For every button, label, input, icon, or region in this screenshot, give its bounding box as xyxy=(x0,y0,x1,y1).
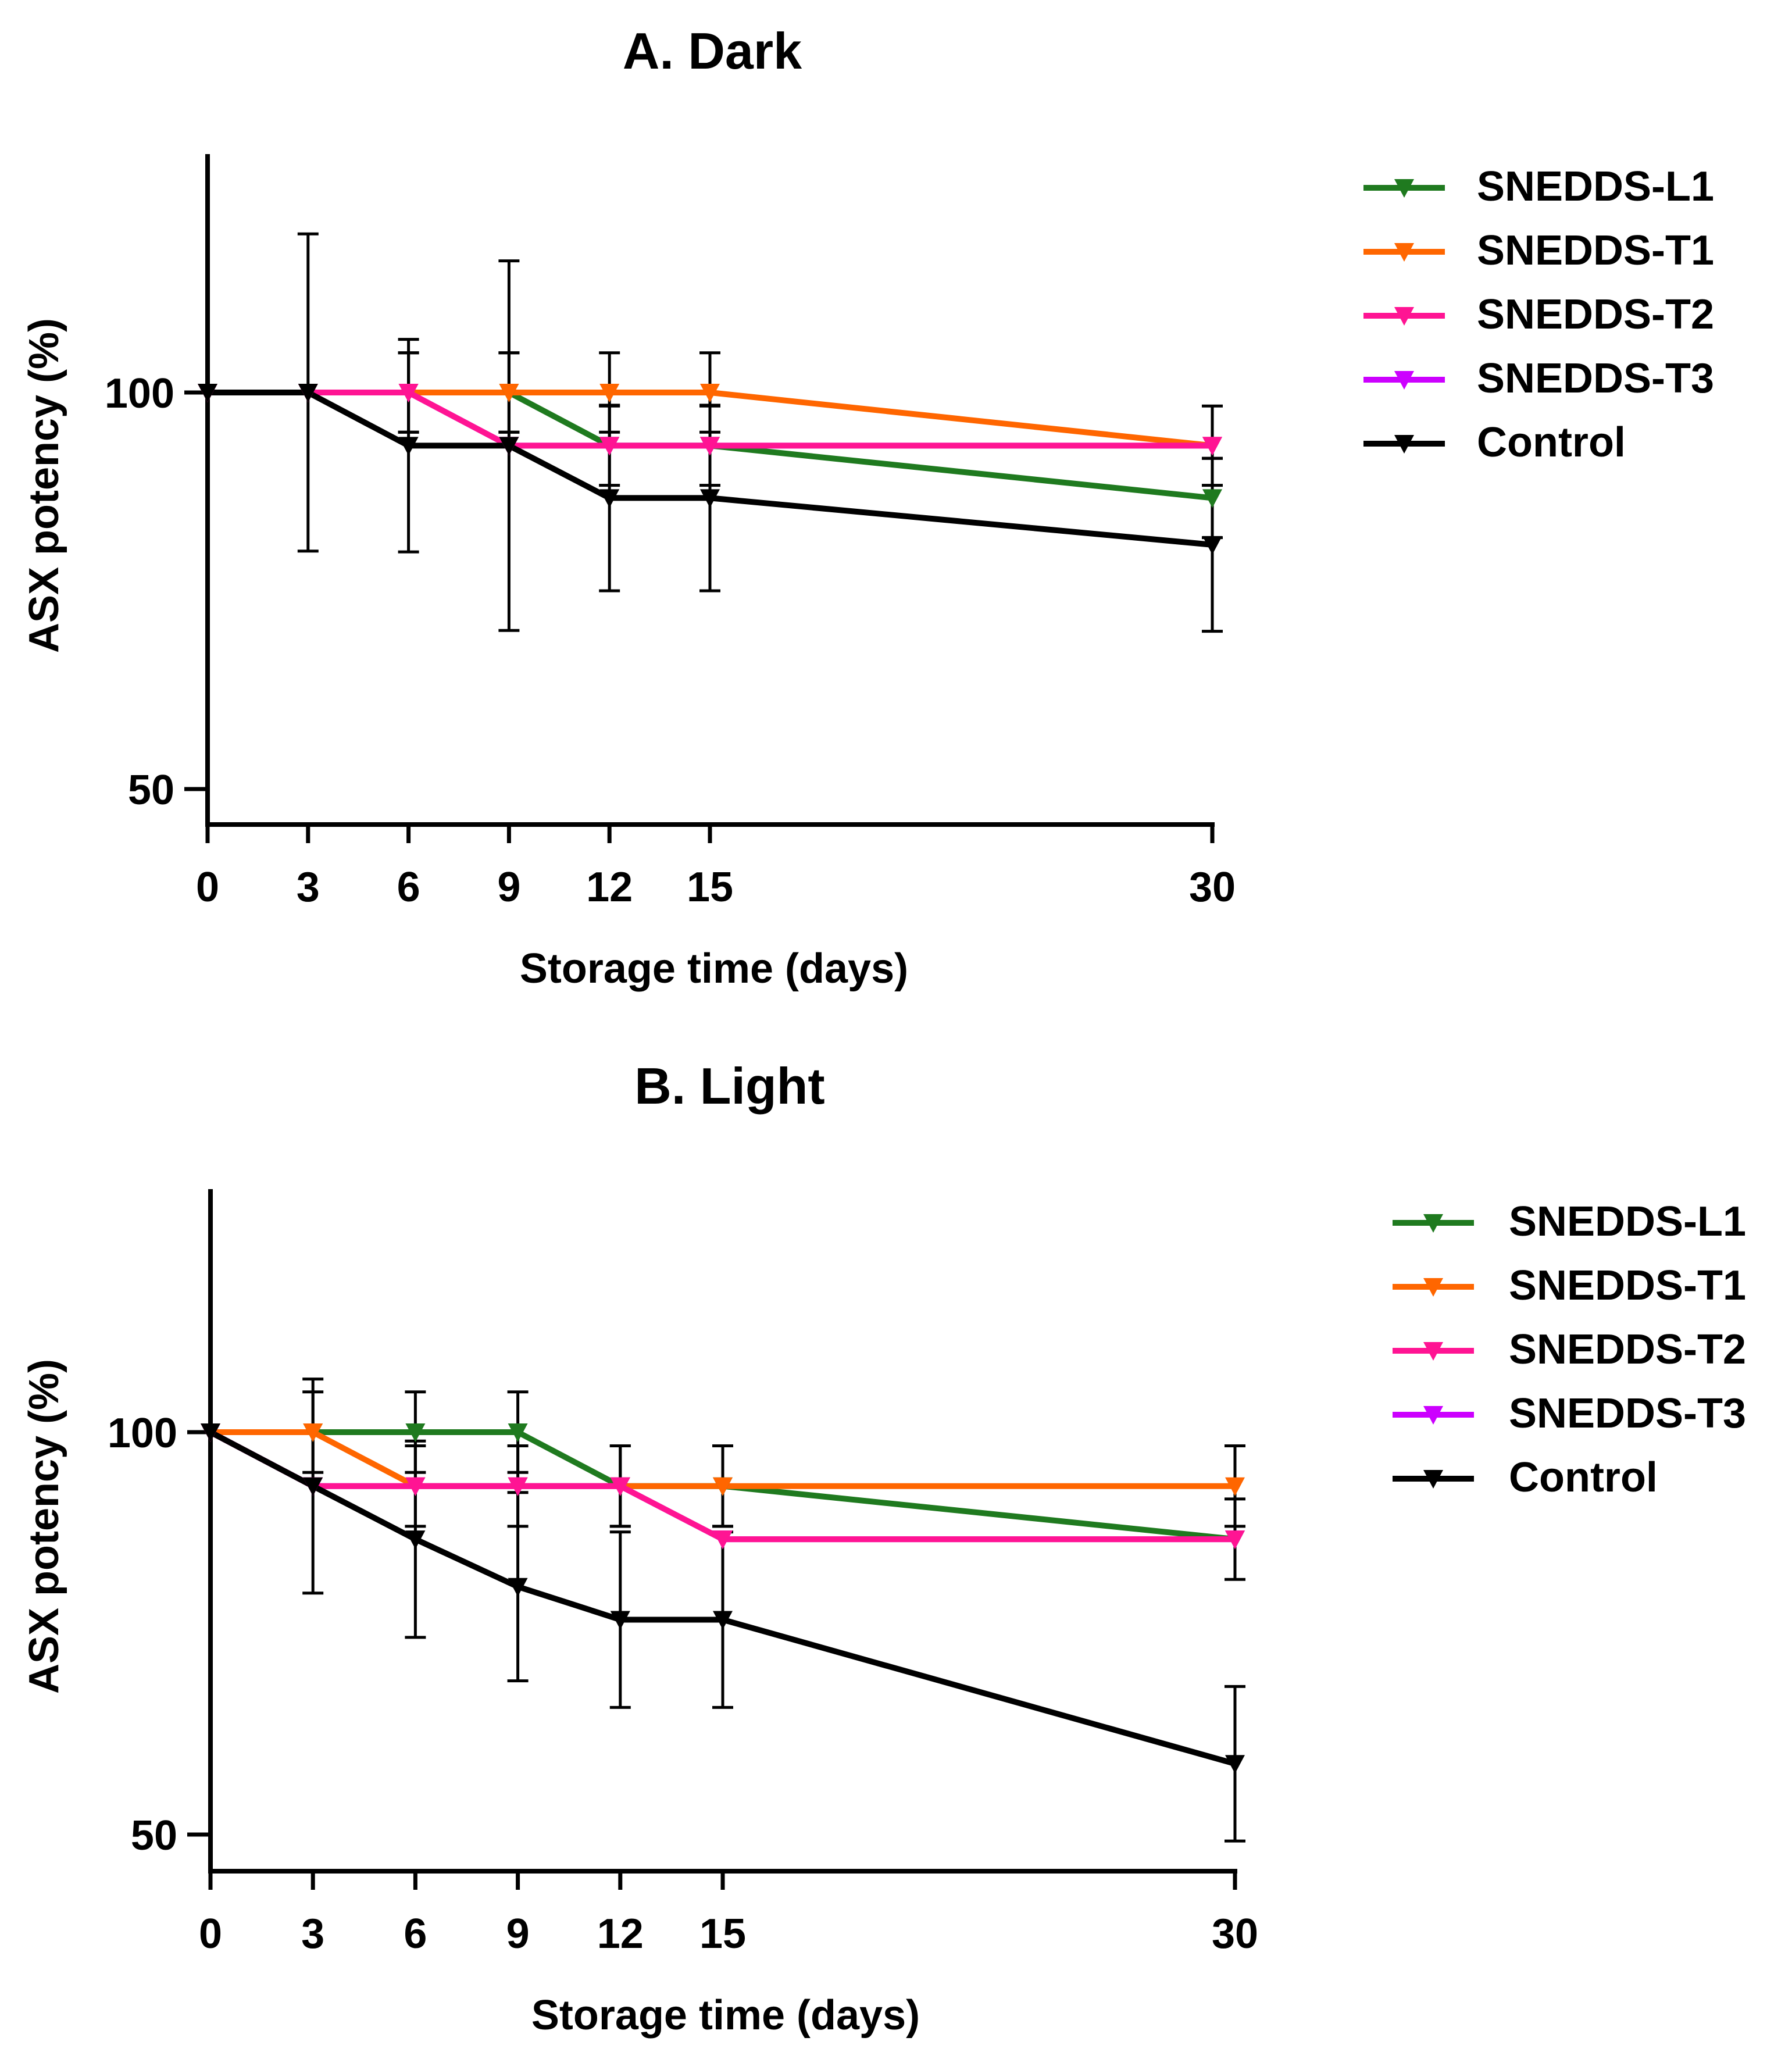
y-axis-label: ASX potency (%) xyxy=(21,1359,67,1694)
y-axis-label: ASX potency (%) xyxy=(21,318,67,653)
series-markers xyxy=(201,1423,1245,1774)
legend-label: SNEDDS-L1 xyxy=(1477,163,1714,210)
data-point xyxy=(405,1423,426,1442)
panel-light: B. Light ASX potency (%) Storage time (d… xyxy=(21,1057,1746,2039)
data-point xyxy=(610,1477,630,1496)
x-tick-label: 3 xyxy=(297,864,320,911)
x-tick-label: 9 xyxy=(506,1911,530,1957)
data-point xyxy=(508,1578,528,1597)
legend-label: SNEDDS-T1 xyxy=(1509,1262,1746,1309)
x-tick-label: 12 xyxy=(586,864,633,911)
y-tick-label: 100 xyxy=(108,1410,177,1457)
data-point xyxy=(1202,536,1222,555)
data-point xyxy=(610,1611,630,1630)
x-axis-label: Storage time (days) xyxy=(531,1992,920,2039)
data-point xyxy=(700,437,720,456)
data-point xyxy=(1202,437,1222,456)
data-point xyxy=(713,1530,733,1550)
data-point xyxy=(599,384,620,402)
legend: SNEDDS-L1 SNEDDS-T1 SNEDDS-T2 SNEDDS-T3 Cont… xyxy=(1393,1198,1746,1501)
chart-title: B. Light xyxy=(634,1057,824,1115)
data-point xyxy=(508,1477,528,1496)
legend-label: SNEDDS-T3 xyxy=(1509,1390,1746,1437)
y-tick-label: 50 xyxy=(131,1812,177,1859)
x-tick-label: 30 xyxy=(1212,1911,1258,1957)
data-point xyxy=(398,384,419,402)
data-point xyxy=(508,1423,528,1442)
axes: 0 3 6 9 12 15 30 50 100 xyxy=(108,1189,1258,1957)
legend-label: SNEDDS-T2 xyxy=(1509,1326,1746,1373)
x-tick-label: 15 xyxy=(687,864,733,911)
panel-dark: A. Dark ASX potency (%) Storage time (da… xyxy=(21,22,1714,992)
x-tick-label: 15 xyxy=(699,1911,746,1957)
data-point xyxy=(700,384,720,402)
data-point xyxy=(713,1611,733,1630)
data-point xyxy=(303,1423,323,1442)
x-tick-label: 12 xyxy=(597,1911,644,1957)
axes: 0 3 6 9 12 15 30 50 100 xyxy=(105,154,1236,911)
data-point xyxy=(499,384,519,402)
x-tick-label: 9 xyxy=(497,864,520,911)
y-tick-label: 50 xyxy=(128,767,174,813)
legend: SNEDDS-L1 SNEDDS-T1 SNEDDS-T2 SNEDDS-T3 Cont… xyxy=(1363,163,1714,466)
x-tick-label: 3 xyxy=(301,1911,324,1957)
legend-marker xyxy=(1423,1214,1443,1233)
data-point xyxy=(713,1477,733,1496)
data-point xyxy=(303,1477,323,1496)
x-axis-label: Storage time (days) xyxy=(520,945,908,992)
legend-marker xyxy=(1394,307,1414,326)
x-tick-label: 30 xyxy=(1189,864,1236,911)
legend-marker xyxy=(1423,1470,1443,1489)
series-markers xyxy=(198,384,1222,555)
legend-label: SNEDDS-L1 xyxy=(1509,1198,1746,1245)
data-point xyxy=(1225,1530,1245,1550)
data-point xyxy=(201,1423,220,1442)
data-point xyxy=(405,1477,426,1496)
chart-title: A. Dark xyxy=(623,22,802,80)
error-bars xyxy=(302,1378,1245,1843)
legend-marker xyxy=(1394,435,1414,454)
data-point xyxy=(298,384,318,402)
legend-marker xyxy=(1394,179,1414,198)
legend-label: SNEDDS-T1 xyxy=(1477,227,1714,274)
legend-marker xyxy=(1394,371,1414,390)
data-point xyxy=(499,437,519,456)
data-point xyxy=(599,437,620,456)
data-point xyxy=(700,489,720,508)
legend-label: SNEDDS-T3 xyxy=(1477,355,1714,402)
data-point xyxy=(398,437,419,456)
data-point xyxy=(1225,1477,1245,1496)
x-tick-label: 6 xyxy=(397,864,420,911)
data-point xyxy=(599,489,620,508)
legend-marker xyxy=(1423,1342,1443,1361)
y-tick-label: 100 xyxy=(105,370,174,417)
x-tick-label: 0 xyxy=(199,1911,222,1957)
x-tick-label: 6 xyxy=(404,1911,427,1957)
legend-marker xyxy=(1423,1406,1443,1425)
data-point xyxy=(1225,1755,1245,1774)
data-point xyxy=(198,384,217,402)
legend-label: Control xyxy=(1509,1454,1658,1501)
legend-label: SNEDDS-T2 xyxy=(1477,291,1714,338)
data-point xyxy=(1202,489,1222,508)
legend-marker xyxy=(1394,243,1414,262)
legend-marker xyxy=(1423,1278,1443,1297)
legend-label: Control xyxy=(1477,419,1626,466)
x-tick-label: 0 xyxy=(196,864,219,911)
data-point xyxy=(405,1530,426,1550)
